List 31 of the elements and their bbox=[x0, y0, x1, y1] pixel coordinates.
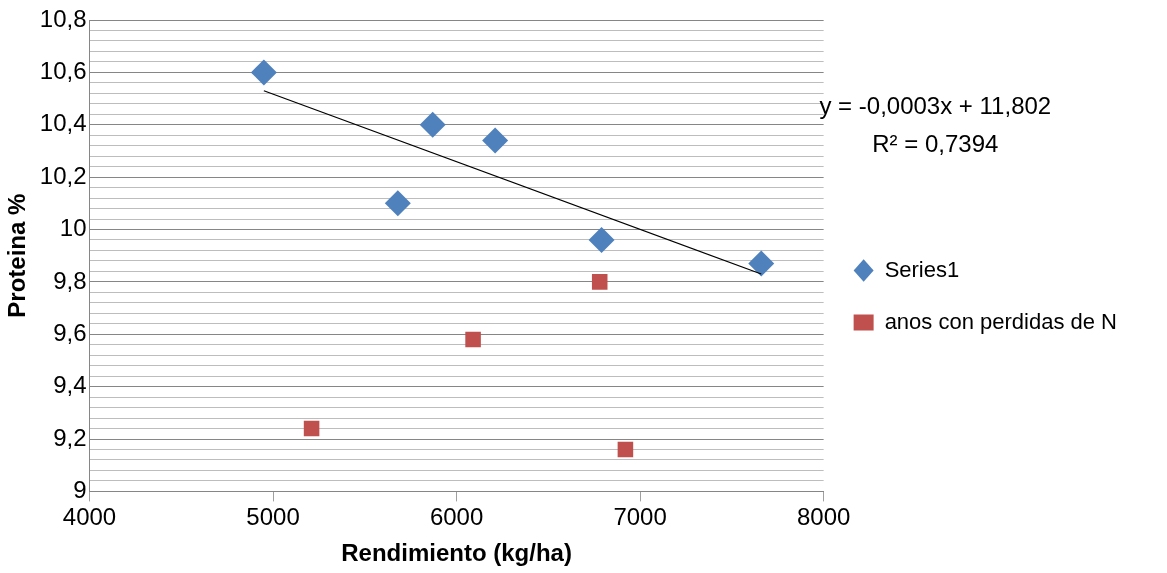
point bbox=[748, 250, 775, 277]
y-tick-label: 9,6 bbox=[53, 318, 87, 346]
y-tick-label: 10,6 bbox=[39, 57, 87, 84]
legend-label: Series1 bbox=[884, 256, 960, 282]
x-tick-label: 4000 bbox=[62, 503, 117, 531]
point bbox=[465, 331, 481, 348]
point bbox=[482, 127, 509, 154]
point bbox=[384, 190, 411, 217]
y-tick-label: 10,8 bbox=[39, 4, 87, 32]
x-tick-label: 8000 bbox=[796, 503, 851, 531]
y-tick-label: 10,2 bbox=[39, 161, 87, 189]
annotation: y = -0,0003x + 11,802 bbox=[819, 91, 1052, 119]
x-axis-title: Rendimiento (kg/ha) bbox=[341, 539, 572, 567]
point bbox=[303, 420, 320, 437]
y-tick-label: 9,8 bbox=[53, 266, 87, 294]
point bbox=[591, 274, 608, 290]
y-tick-label: 10 bbox=[59, 214, 87, 242]
x-tick-label: 5000 bbox=[246, 503, 300, 531]
legend-label: anos con perdidas de N bbox=[884, 308, 1117, 334]
x-tick-label: 6000 bbox=[429, 503, 484, 531]
x-tick-label: 7000 bbox=[613, 503, 667, 531]
y-tick-label: 9,2 bbox=[53, 423, 87, 451]
text: R² = 0,7394 bbox=[872, 129, 999, 157]
y-tick-label: 9,4 bbox=[53, 371, 87, 399]
y-axis-title: Proteina % bbox=[3, 193, 31, 318]
y-tick-label: 9 bbox=[73, 476, 87, 504]
point bbox=[250, 59, 277, 86]
point bbox=[419, 111, 446, 138]
point bbox=[588, 226, 615, 253]
y-tick-label: 10,4 bbox=[39, 109, 87, 137]
point bbox=[617, 441, 634, 458]
